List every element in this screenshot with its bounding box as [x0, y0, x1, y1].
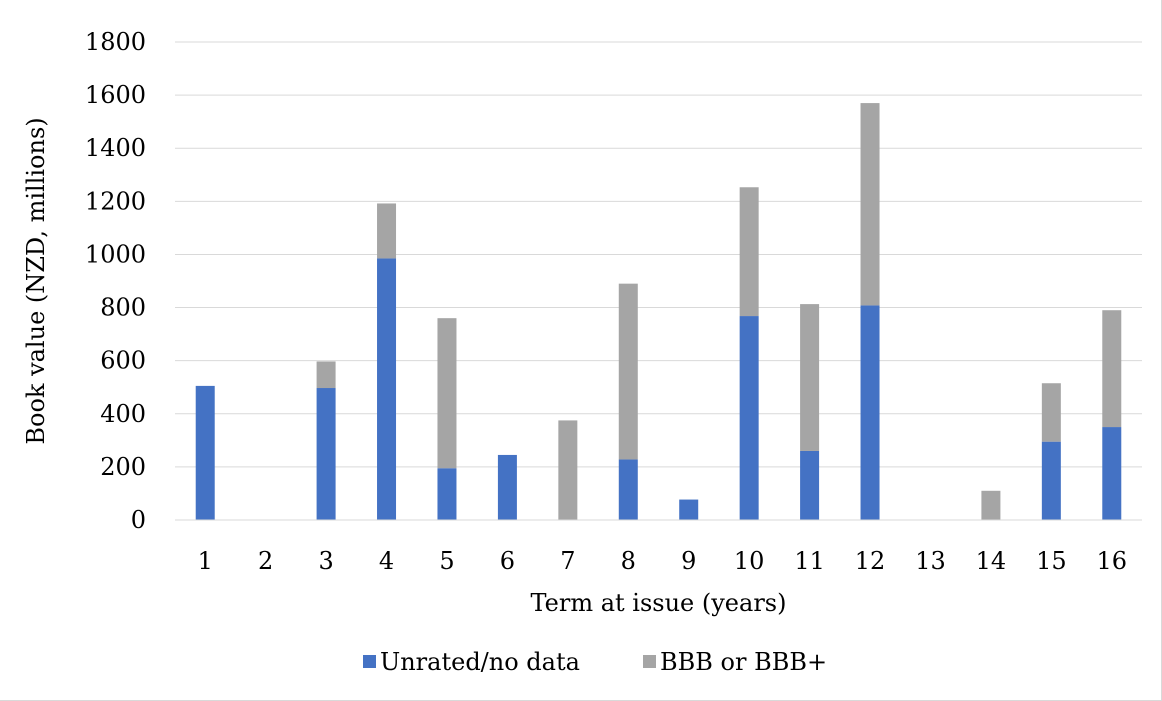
x-tick-label-6: 6: [500, 547, 515, 575]
legend-swatch-1: [363, 655, 376, 668]
x-tick-label-15: 15: [1036, 547, 1067, 575]
bar-11-series-1: [800, 450, 820, 520]
bar-8-series-1: [618, 459, 638, 520]
x-tick-label-16: 16: [1097, 547, 1128, 575]
legend: Unrated/no data BBB or BBB+: [363, 648, 827, 676]
x-tick-label-14: 14: [976, 547, 1007, 575]
legend-label-1: Unrated/no data: [380, 648, 580, 676]
bar-3-series-2: [316, 361, 336, 389]
x-tick-label-8: 8: [621, 547, 636, 575]
bar-7-series-2: [558, 420, 578, 520]
y-tick-label-1400: 1400: [85, 134, 146, 162]
x-tick-label-9: 9: [681, 547, 696, 575]
bar-12-series-2: [860, 103, 880, 306]
bar-4-series-1: [377, 258, 397, 520]
bar-11-series-2: [800, 304, 820, 451]
x-axis-title: Term at issue (years): [531, 589, 787, 617]
y-tick-label-1200: 1200: [85, 187, 146, 215]
gridlines: [175, 41, 1142, 468]
bar-12-series-1: [860, 305, 880, 520]
x-tick-label-3: 3: [318, 547, 333, 575]
y-tick-label-1600: 1600: [85, 81, 146, 109]
x-tick-label-1: 1: [198, 547, 213, 575]
x-tick-label-12: 12: [855, 547, 886, 575]
y-tick-label-0: 0: [131, 506, 146, 534]
y-tick-label-800: 800: [100, 294, 146, 322]
y-tick-label-1800: 1800: [85, 28, 146, 56]
bars: [195, 103, 1122, 520]
bar-1-series-1: [195, 385, 215, 520]
bar-9-series-1: [679, 499, 699, 520]
bar-16-series-1: [1102, 427, 1122, 520]
bar-14-series-2: [981, 490, 1001, 520]
x-tick-label-13: 13: [915, 547, 946, 575]
bar-15-series-2: [1041, 383, 1061, 442]
x-tick-label-11: 11: [794, 547, 825, 575]
bar-5-series-2: [437, 318, 457, 469]
bar-6-series-1: [497, 454, 517, 520]
y-tick-label-200: 200: [100, 453, 146, 481]
bar-5-series-1: [437, 468, 457, 520]
x-tick-label-10: 10: [734, 547, 765, 575]
bar-8-series-2: [618, 283, 638, 460]
y-tick-label-400: 400: [100, 400, 146, 428]
bar-10-series-2: [739, 187, 759, 317]
bar-15-series-1: [1041, 441, 1061, 520]
x-axis-ticks: 1 2 3 4 5 6 7 8 9 10 11 12 13 14 15 16: [198, 547, 1127, 575]
bar-3-series-1: [316, 388, 336, 520]
bar-16-series-2: [1102, 310, 1122, 428]
bar-10-series-1: [739, 316, 759, 520]
y-axis-ticks: 0 200 400 600 800 1000 1200 1400 1600 1800: [85, 28, 146, 534]
x-tick-label-5: 5: [439, 547, 454, 575]
x-tick-label-4: 4: [379, 547, 394, 575]
x-tick-label-7: 7: [560, 547, 575, 575]
legend-label-2: BBB or BBB+: [660, 648, 827, 676]
x-tick-label-2: 2: [258, 547, 273, 575]
legend-swatch-2: [643, 655, 656, 668]
y-tick-label-1000: 1000: [85, 240, 146, 268]
y-tick-label-600: 600: [100, 347, 146, 375]
bar-4-series-2: [377, 203, 397, 259]
y-axis-title: Book value (NZD, millions): [22, 117, 50, 444]
